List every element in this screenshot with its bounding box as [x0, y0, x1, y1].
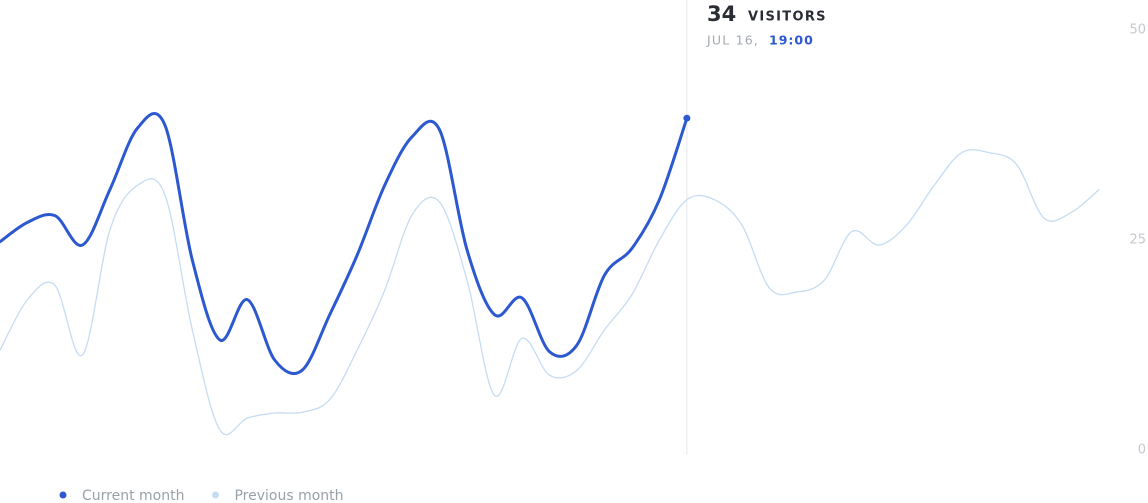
y-tick-label: 50 — [1129, 23, 1146, 38]
tooltip-date: JUL 16, — [706, 33, 759, 48]
tooltip-time: 19:00 — [769, 33, 814, 48]
y-tick-label: 0 — [1138, 443, 1146, 458]
legend-label: Current month — [82, 488, 184, 503]
legend-label: Previous month — [234, 488, 343, 503]
hover-point — [683, 114, 691, 122]
tooltip: 34 VISITORS JUL 16, 19:00 — [706, 2, 827, 48]
legend-marker — [211, 491, 219, 499]
series-line — [0, 149, 1100, 436]
plot-area — [0, 0, 1100, 455]
tooltip-unit: VISITORS — [748, 10, 827, 25]
legend-marker — [59, 491, 67, 499]
series-line — [0, 112, 689, 375]
y-tick-label: 25 — [1129, 233, 1146, 248]
tooltip-value: 34 — [707, 2, 736, 26]
